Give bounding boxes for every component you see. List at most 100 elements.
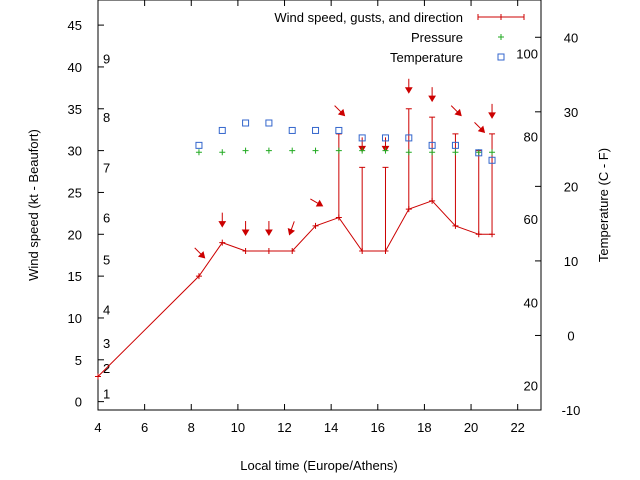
- temperature-point: [195, 141, 203, 149]
- y-left-tick-label: 40: [68, 60, 82, 75]
- wind-direction-arrow: [474, 122, 486, 133]
- legend-label-temperature: Temperature: [390, 50, 463, 65]
- x-tick-label: 16: [371, 420, 385, 435]
- wind-direction-arrow: [265, 221, 273, 236]
- x-tick-label: 14: [324, 420, 338, 435]
- y-axis-right-label: Temperature (C - F): [596, 148, 611, 262]
- pressure-point: [359, 147, 366, 154]
- wind-speed-point: [265, 248, 272, 255]
- x-tick-label: 20: [464, 420, 478, 435]
- wind-speed-point: [335, 214, 342, 221]
- wind-direction-arrow: [218, 212, 227, 228]
- pressure-point: [489, 149, 496, 156]
- fahrenheit-label: 80: [524, 129, 538, 144]
- x-tick-label: 6: [141, 420, 148, 435]
- fahrenheit-label: 60: [524, 212, 538, 227]
- legend-sample-temperature: [497, 53, 505, 61]
- pressure-point: [452, 149, 459, 156]
- y-left-tick-label: 30: [68, 144, 82, 159]
- beaufort-label: 6: [103, 211, 110, 226]
- y-left-tick-label: 25: [68, 185, 82, 200]
- legend-label-pressure: Pressure: [411, 30, 463, 45]
- wind-direction-arrow: [404, 78, 413, 94]
- wind-speed-point: [489, 231, 496, 238]
- y-right-tick-label: 40: [564, 30, 578, 45]
- wind-speed-point: [242, 248, 249, 255]
- y-right-tick-label: -10: [562, 403, 581, 418]
- x-tick-label: 10: [231, 420, 245, 435]
- y-left-tick-label: 20: [68, 227, 82, 242]
- temperature-point: [288, 126, 296, 134]
- pressure-point: [242, 147, 249, 154]
- pressure-point: [219, 149, 226, 156]
- pressure-point: [195, 149, 202, 156]
- x-tick-label: 12: [277, 420, 291, 435]
- y-left-tick-label: 0: [75, 395, 82, 410]
- wind-direction-arrow: [488, 103, 496, 119]
- wind-speed-point: [452, 222, 459, 229]
- pressure-point: [335, 147, 342, 154]
- temperature-point: [358, 134, 366, 142]
- temperature-point: [312, 126, 320, 134]
- legend-sample-pressure: [498, 34, 504, 40]
- y-left-tick-label: 10: [68, 311, 82, 326]
- y-axis-left-label: Wind speed (kt - Beaufort): [26, 129, 41, 281]
- wind-speed-point: [429, 197, 436, 204]
- temperature-point: [405, 134, 413, 142]
- pressure-point: [265, 147, 272, 154]
- pressure-point: [405, 149, 412, 156]
- pressure-point: [429, 149, 436, 156]
- y-right-tick-label: 20: [564, 179, 578, 194]
- plot-frame: [97, 0, 542, 411]
- temperature-point: [451, 141, 459, 149]
- wind-speed-point: [95, 373, 101, 380]
- temperature-point: [488, 156, 496, 164]
- beaufort-label: 4: [103, 303, 110, 318]
- fahrenheit-label: 100: [516, 47, 538, 62]
- wind-speed-point: [405, 206, 412, 213]
- wind-direction-arrow: [194, 247, 206, 259]
- beaufort-label: 8: [103, 110, 110, 125]
- wind-speed-line: [97, 200, 493, 377]
- wind-direction-arrow: [287, 221, 296, 236]
- y-right-tick-label: 30: [564, 105, 578, 120]
- wind-direction-arrow: [428, 87, 436, 103]
- wind-direction-arrow: [450, 105, 462, 117]
- y-left-tick-label: 5: [75, 353, 82, 368]
- wind-direction-arrow: [241, 221, 250, 236]
- y-left-tick-label: 35: [68, 102, 82, 117]
- wind-speed-point: [382, 248, 389, 255]
- x-axis-label: Local time (Europe/Athens): [240, 458, 398, 473]
- x-tick-label: 4: [94, 420, 101, 435]
- temperature-point: [428, 141, 436, 149]
- pressure-point: [382, 147, 389, 154]
- beaufort-label: 5: [103, 252, 110, 267]
- beaufort-label: 9: [103, 52, 110, 67]
- x-tick-label: 8: [188, 420, 195, 435]
- wind-speed-point: [312, 222, 319, 229]
- temperature-point: [218, 126, 226, 134]
- wind-speed-point: [195, 273, 202, 280]
- y-left-tick-label: 45: [68, 18, 82, 33]
- fahrenheit-label: 40: [524, 296, 538, 311]
- beaufort-label: 1: [103, 386, 110, 401]
- pressure-point: [312, 147, 319, 154]
- temperature-point: [242, 119, 250, 127]
- x-tick-label: 22: [510, 420, 524, 435]
- temperature-point: [265, 119, 273, 127]
- wind-speed-point: [219, 239, 226, 246]
- temperature-point: [335, 126, 343, 134]
- legend-label-wind: Wind speed, gusts, and direction: [274, 10, 463, 25]
- wind-speed-point: [359, 248, 366, 255]
- wind-speed-point: [475, 231, 482, 238]
- temperature-point: [475, 149, 483, 157]
- legend-sample-wind-point: [498, 14, 504, 20]
- beaufort-label: 7: [103, 160, 110, 175]
- pressure-point: [289, 147, 296, 154]
- fahrenheit-label: 20: [524, 378, 538, 393]
- wind-direction-arrow: [334, 105, 346, 117]
- y-left-tick-label: 15: [68, 269, 82, 284]
- beaufort-label: 3: [103, 336, 110, 351]
